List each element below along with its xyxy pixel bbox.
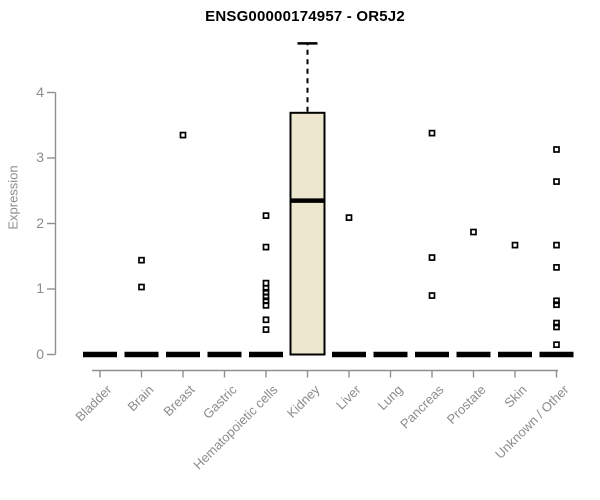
- y-tick-label: 3: [36, 149, 44, 165]
- outlier-point: [428, 129, 436, 137]
- collapsed-box: [498, 351, 532, 358]
- outlier-point: [262, 212, 270, 219]
- outlier-point: [553, 146, 560, 153]
- outlier-point: [553, 241, 560, 249]
- collapsed-box: [83, 351, 117, 358]
- collapsed-box: [124, 351, 159, 358]
- outlier-point: [262, 243, 270, 251]
- outlier-point: [428, 254, 436, 261]
- collapsed-box: [456, 351, 491, 358]
- collapsed-box: [332, 351, 366, 358]
- outlier-point: [138, 283, 145, 291]
- outlier-point: [553, 297, 560, 305]
- outlier-point: [470, 228, 477, 236]
- outlier-point: [553, 319, 560, 327]
- collapsed-box: [207, 351, 242, 358]
- outlier-point: [262, 279, 270, 287]
- outlier-point: [553, 341, 560, 349]
- outlier-point: [553, 264, 560, 271]
- outlier-point: [553, 323, 560, 331]
- y-tick-label: 0: [36, 345, 44, 362]
- outlier-point: [262, 284, 270, 292]
- outlier-point: [511, 241, 519, 249]
- outlier-point: [262, 302, 270, 309]
- y-tick-label: 1: [36, 280, 44, 296]
- outlier-point: [262, 316, 270, 324]
- collapsed-box: [249, 351, 283, 358]
- collapsed-box: [373, 351, 408, 358]
- collapsed-box: [539, 351, 574, 358]
- outlier-point: [262, 293, 270, 301]
- y-tick-label: 4: [36, 83, 44, 100]
- box: [289, 111, 326, 356]
- outlier-point: [262, 326, 270, 333]
- outlier-point: [138, 256, 145, 264]
- outlier-point: [553, 178, 560, 185]
- y-tick-label: 2: [36, 214, 44, 231]
- collapsed-box: [166, 351, 200, 358]
- collapsed-box: [415, 351, 449, 358]
- outlier-point: [179, 131, 187, 139]
- outlier-point: [553, 301, 560, 309]
- outlier-point: [428, 292, 436, 299]
- chart-title: ENSG00000174957 - OR5J2: [205, 8, 405, 25]
- outlier-point: [345, 214, 353, 221]
